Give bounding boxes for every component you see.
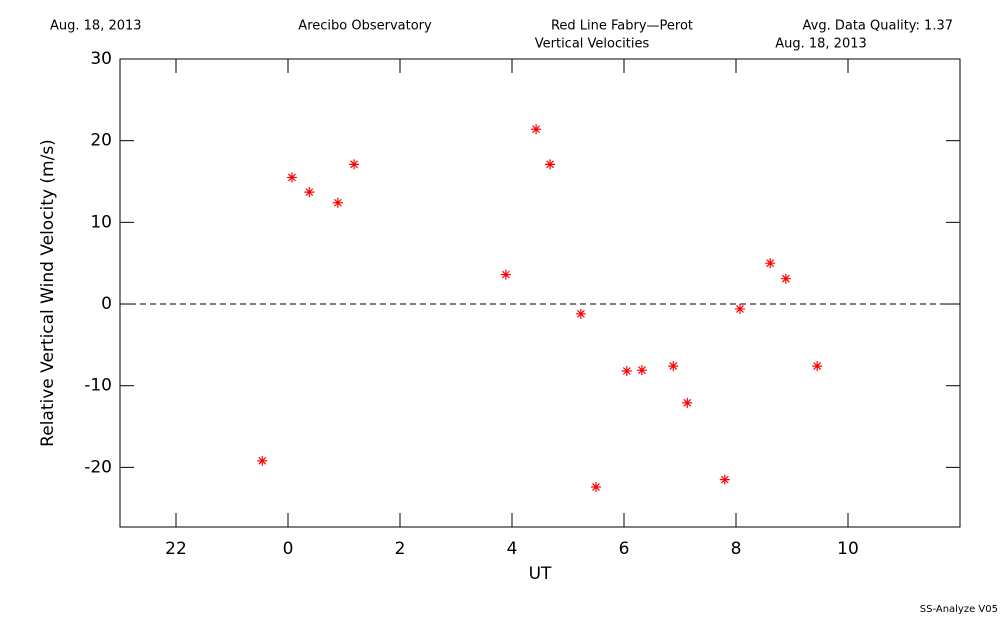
y-tick-label: 10 [90,212,112,232]
header-instrument: Red Line Fabry—Perot [551,19,693,34]
data-point [682,397,693,408]
x-tick-label: 0 [283,539,294,559]
x-tick-label: 10 [837,539,859,559]
y-tick-label: 20 [90,131,112,151]
data-point [500,269,511,280]
data-point [575,308,586,319]
data-point [286,172,297,183]
data-point [636,365,647,376]
header-date: Aug. 18, 2013 [50,19,142,34]
header-site: Arecibo Observatory [298,19,432,34]
header-quality: Avg. Data Quality: 1.37 [803,19,953,34]
data-point [349,159,360,170]
x-tick-label: 2 [395,539,406,559]
data-point [765,258,776,269]
data-point [734,303,745,314]
data-point [621,366,632,376]
x-tick-label: 4 [507,539,518,559]
x-axis-label: UT [529,564,552,584]
plot-frame [119,58,961,528]
data-point [332,197,343,208]
data-point [545,159,556,170]
data-point [719,474,730,485]
y-tick-label: -20 [84,457,112,477]
data-point [257,455,268,466]
footer: SS-Analyze V05 [920,604,998,615]
x-tick-label: 6 [619,539,630,559]
y-tick-label: 0 [101,294,112,314]
chart-title: Vertical Velocities [535,37,650,52]
data-point [668,361,679,372]
y-tick-label: 30 [90,49,112,69]
data-point [304,187,315,198]
x-tick-label: 8 [731,539,742,559]
data-point [531,124,542,135]
y-tick-label: -10 [84,376,112,396]
data-point [812,361,823,372]
x-tick-label: 22 [165,539,187,559]
data-point [780,273,791,284]
y-axis-label: Relative Vertical Wind Velocity (m/s) [38,139,58,447]
data-point [591,481,601,492]
chart-subtitle: Aug. 18, 2013 [775,37,867,52]
